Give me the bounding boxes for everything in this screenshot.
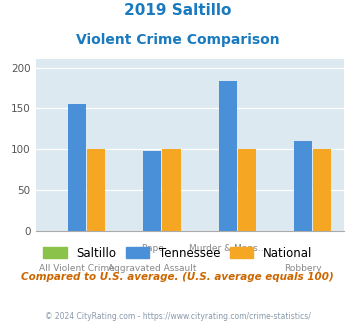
Text: 2019 Saltillo: 2019 Saltillo: [124, 3, 231, 18]
Text: © 2024 CityRating.com - https://www.cityrating.com/crime-statistics/: © 2024 CityRating.com - https://www.city…: [45, 312, 310, 321]
Bar: [68, 104, 86, 231]
Bar: [219, 82, 237, 231]
Text: Rape: Rape: [141, 244, 164, 253]
Bar: [87, 149, 105, 231]
Text: Murder & Mans...: Murder & Mans...: [189, 244, 266, 253]
Bar: [143, 151, 161, 231]
Text: Violent Crime Comparison: Violent Crime Comparison: [76, 33, 279, 47]
Text: Aggravated Assault: Aggravated Assault: [108, 264, 197, 273]
Legend: Saltillo, Tennessee, National: Saltillo, Tennessee, National: [43, 247, 312, 260]
Bar: [313, 149, 331, 231]
Bar: [294, 141, 312, 231]
Text: Robbery: Robbery: [284, 264, 322, 273]
Bar: [238, 149, 256, 231]
Bar: [163, 149, 180, 231]
Text: All Violent Crime: All Violent Crime: [39, 264, 115, 273]
Text: Compared to U.S. average. (U.S. average equals 100): Compared to U.S. average. (U.S. average …: [21, 272, 334, 282]
